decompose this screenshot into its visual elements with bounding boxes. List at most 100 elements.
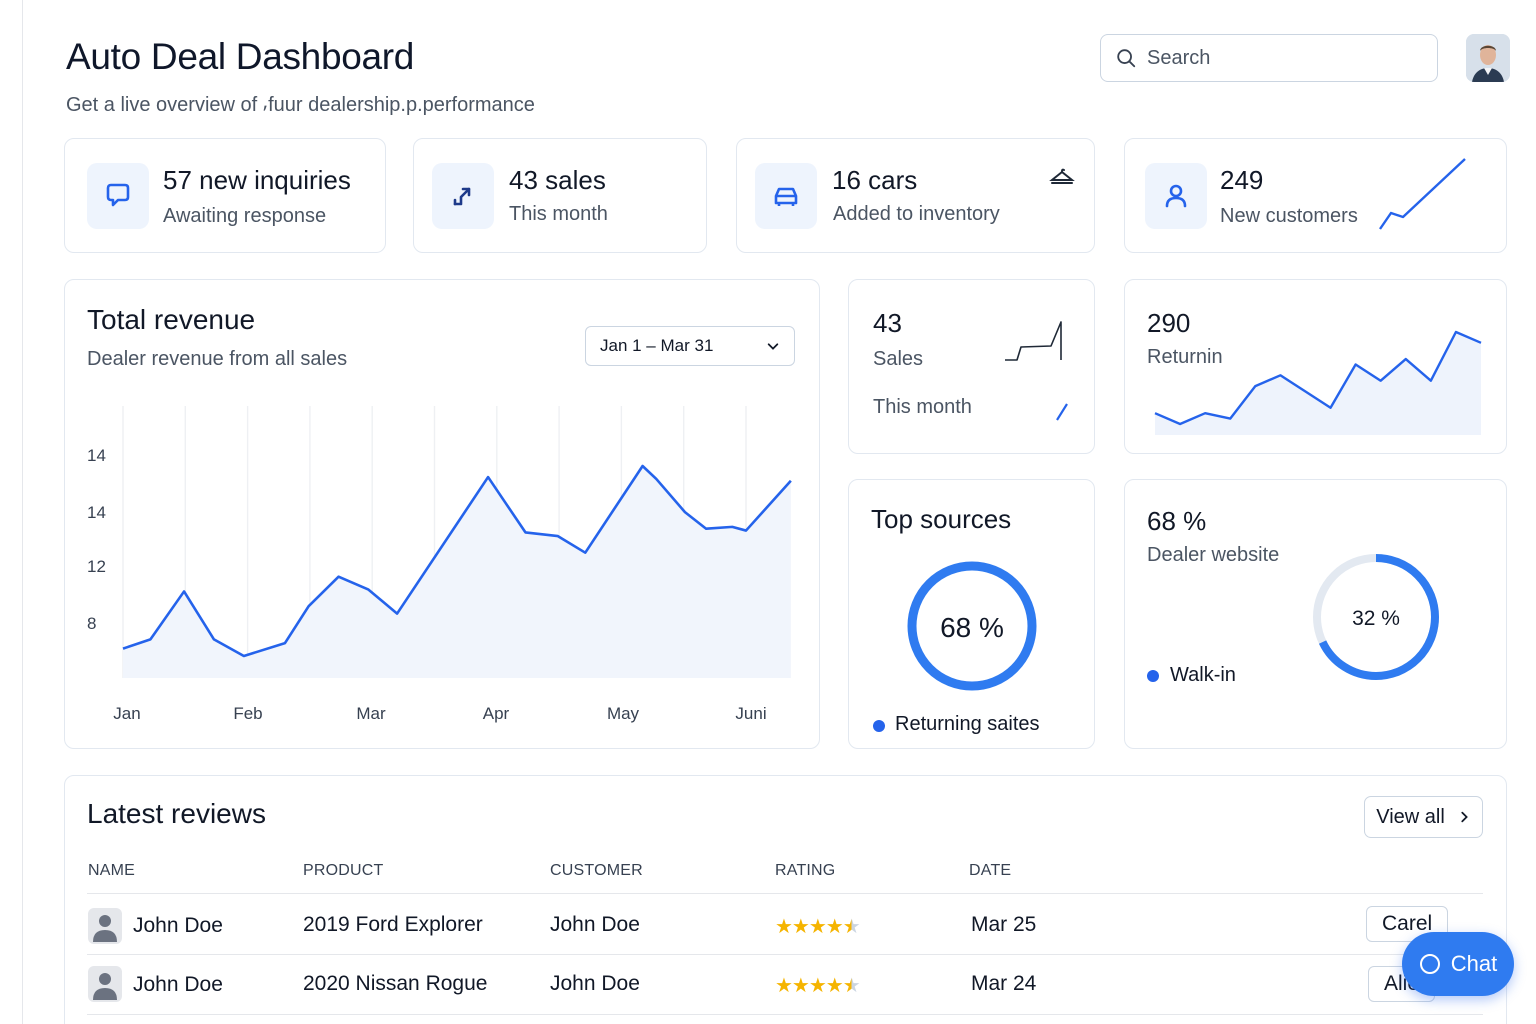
top-sources-donut <box>907 561 1037 691</box>
x-tick-label: Feb <box>233 704 262 723</box>
stat-card-customers[interactable]: 249 New customers <box>1124 138 1507 253</box>
y-tick-label: 8 <box>87 614 96 633</box>
dealer-website-ring-label: 32 % <box>1352 607 1400 630</box>
returning-value: 290 <box>1147 308 1191 338</box>
top-sources-title: Top sources <box>871 504 1012 534</box>
table-divider <box>87 954 1483 955</box>
y-tick-label: 12 <box>87 557 106 576</box>
page-title: Auto Deal Dashboard <box>66 36 415 77</box>
y-tick-label: 14 <box>87 503 106 522</box>
review-product: 2019 Ford Explorer <box>303 913 483 936</box>
review-name: John Doe <box>133 914 223 937</box>
person-icon <box>93 973 117 1000</box>
avatar <box>88 966 122 1002</box>
avatar <box>88 908 122 944</box>
customers-sparkline <box>1379 158 1466 230</box>
review-name: John Doe <box>133 973 223 996</box>
sales-sparkline <box>1005 321 1068 421</box>
stat-value: 43 sales <box>509 165 606 195</box>
person-icon <box>93 915 117 942</box>
returning-line <box>1154 330 1482 426</box>
stat-card-inquiries[interactable]: 57 new inquiries Awaiting response <box>64 138 386 253</box>
x-tick-label: Juni <box>735 704 766 723</box>
sales-mini-label: Sales <box>873 348 924 370</box>
x-tick-label: Mar <box>356 704 386 723</box>
column-header-name[interactable]: NAME <box>88 862 136 879</box>
revenue-chart: 14 14 12 8 Jan Feb Mar Apr May Juni <box>87 406 792 723</box>
review-customer: John Doe <box>550 972 640 995</box>
hanger-icon <box>1049 168 1075 184</box>
review-date: Mar 25 <box>971 913 1037 936</box>
sales-mini-value: 43 <box>873 308 902 338</box>
legend-dot <box>1147 670 1159 682</box>
date-range-select[interactable]: Jan 1 – Mar 31 <box>585 326 795 366</box>
table-divider <box>87 893 1483 894</box>
stat-value: 16 cars <box>832 165 918 195</box>
chat-label: Chat <box>1450 951 1498 976</box>
chat-bubble-icon <box>1419 954 1440 974</box>
column-header-product[interactable]: PRODUCT <box>303 862 384 879</box>
chevron-right-icon <box>1461 811 1468 823</box>
legend-dot <box>873 720 885 732</box>
search-box[interactable] <box>1100 34 1438 82</box>
dealer-website-card: 68 % Dealer website 32 % Walk-in <box>1124 479 1507 749</box>
car-icon <box>755 163 817 229</box>
sales-mini-sublabel: This month <box>873 396 972 418</box>
dealer-website-donut <box>1313 554 1439 680</box>
top-sources-legend: Returning saites <box>895 713 1040 735</box>
x-tick-label: Apr <box>483 704 510 723</box>
view-all-label: View all <box>1376 805 1445 828</box>
y-tick-label: 14 <box>87 446 106 465</box>
returning-label: Returnin <box>1147 346 1223 368</box>
user-avatar[interactable] <box>1466 34 1510 82</box>
revenue-subtitle: Dealer revenue from all sales <box>87 348 348 370</box>
reviews-title: Latest reviews <box>87 798 266 829</box>
revenue-card: Total revenue Dealer revenue from all sa… <box>64 279 820 749</box>
user-icon <box>1145 163 1207 229</box>
stat-value: 57 new inquiries <box>163 165 351 195</box>
message-icon <box>87 163 149 229</box>
returning-chart <box>1154 330 1482 435</box>
top-sources-card: Top sources 68 % Returning saites <box>848 479 1095 749</box>
revenue-line <box>122 464 792 658</box>
walk-in-legend: Walk-in <box>1170 664 1236 686</box>
user-photo-icon <box>1466 34 1510 82</box>
top-sources-percent: 68 % <box>940 612 1004 643</box>
view-all-button[interactable]: View all <box>1364 796 1483 838</box>
table-divider <box>87 1014 1483 1015</box>
returning-area <box>1155 332 1481 435</box>
review-date: Mar 24 <box>971 972 1037 995</box>
column-header-rating[interactable]: RATING <box>775 862 836 879</box>
revenue-area <box>123 466 791 678</box>
x-tick-label: Jan <box>113 704 140 723</box>
stat-label: Added to inventory <box>833 203 1000 225</box>
chat-button[interactable]: Chat <box>1402 932 1514 996</box>
reviews-card: Latest reviews View all NAME PRODUCT CUS… <box>64 775 1507 1024</box>
stat-card-inventory[interactable]: 16 cars Added to inventory <box>736 138 1095 253</box>
trend-arrow-icon <box>432 163 494 229</box>
stat-label: New customers <box>1220 205 1358 227</box>
date-range-label: Jan 1 – Mar 31 <box>600 336 714 355</box>
x-tick-label: May <box>607 704 640 723</box>
stat-value: 249 <box>1220 165 1264 195</box>
dealer-website-arc <box>1313 554 1439 680</box>
search-input[interactable] <box>1147 46 1417 70</box>
review-customer: John Doe <box>550 913 640 936</box>
stat-card-sales[interactable]: 43 sales This month <box>413 138 707 253</box>
page-subtitle: Get a live overview of ⸴fuur dealership.… <box>66 94 535 116</box>
stat-label: Awaiting response <box>163 205 327 227</box>
stat-label: This month <box>509 203 608 225</box>
search-icon <box>1117 49 1136 68</box>
revenue-title: Total revenue <box>87 304 256 335</box>
review-product: 2020 Nissan Rogue <box>303 972 488 995</box>
returning-card: 290 Returnin <box>1124 279 1507 454</box>
left-divider <box>22 0 23 1024</box>
dealer-website-label: Dealer website <box>1147 544 1280 566</box>
rating-stars: ★★★★★ <box>775 916 861 938</box>
dealer-website-value: 68 % <box>1147 506 1207 536</box>
column-header-date[interactable]: DATE <box>969 862 1012 879</box>
rating-stars: ★★★★★ <box>775 975 861 997</box>
column-header-customer[interactable]: CUSTOMER <box>550 862 643 879</box>
chevron-down-icon <box>767 343 779 350</box>
sales-mini-card: 43 Sales This month <box>848 279 1095 454</box>
